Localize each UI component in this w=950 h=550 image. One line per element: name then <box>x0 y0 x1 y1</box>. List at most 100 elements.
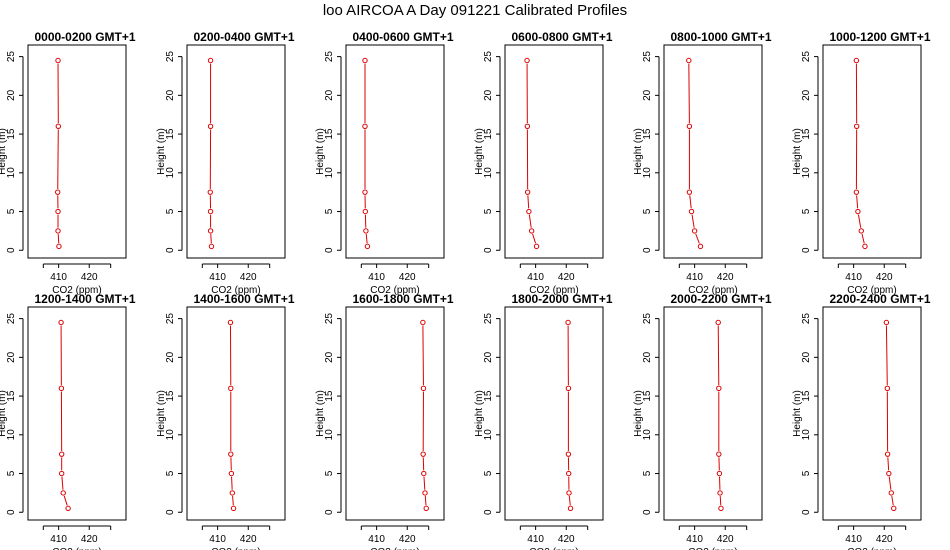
x-tick-label: 410 <box>527 534 544 545</box>
y-tick-label: 20 <box>165 351 176 363</box>
profile-point <box>362 57 368 64</box>
y-tick-label: 20 <box>642 89 653 101</box>
x-axis-label: CO2 (ppm) <box>211 285 260 296</box>
x-tick-label: 410 <box>209 272 226 283</box>
profile-point <box>422 490 428 496</box>
y-tick-label: 0 <box>642 509 653 515</box>
profile-point <box>364 243 371 250</box>
y-tick-label: 5 <box>483 208 494 214</box>
y-tick-label: 5 <box>324 470 335 476</box>
x-axis-label: CO2 (ppm) <box>688 285 737 296</box>
chart-panel-3: 0400-0600 GMT+1 0 5 10 15 20 25 Height (m) 410 42… <box>315 30 454 296</box>
profile-point <box>55 228 61 234</box>
profile-point <box>565 451 572 457</box>
profile-point <box>853 57 860 64</box>
x-axis-label: CO2 (ppm) <box>370 547 419 550</box>
x-tick-label: 420 <box>558 534 575 545</box>
y-tick-label: 10 <box>483 429 494 441</box>
y-axis-label: Height (m) <box>156 390 167 437</box>
profile-point <box>686 57 692 64</box>
profile-point <box>688 208 695 215</box>
profile-point <box>207 57 214 64</box>
panel-title: 1000-1200 GMT+1 <box>829 30 930 44</box>
y-tick-label: 5 <box>165 470 176 476</box>
x-axis-label: CO2 (ppm) <box>211 547 260 550</box>
chart-panel-1: 0000-0200 GMT+1 0 5 10 15 20 25 Height (m) 410 42… <box>0 30 136 296</box>
panel-title: 1200-1400 GMT+1 <box>34 292 135 306</box>
y-tick-label: 25 <box>483 313 494 325</box>
profile-segment <box>232 496 234 506</box>
profile-segment <box>861 233 865 244</box>
profile-point <box>207 123 214 130</box>
y-tick-label: 20 <box>801 351 812 363</box>
profile-point <box>524 57 530 64</box>
x-tick-label: 410 <box>845 534 862 545</box>
profile-point <box>717 490 723 496</box>
panel-title: 0400-0600 GMT+1 <box>352 30 453 44</box>
profile-point <box>228 385 234 392</box>
plot-frame <box>504 44 604 259</box>
profile-point <box>884 385 891 392</box>
profile-point <box>533 243 540 250</box>
profile-point <box>526 208 532 215</box>
x-axis-label: CO2 (ppm) <box>688 547 737 550</box>
profile-point <box>858 228 864 234</box>
y-tick-label: 10 <box>801 429 812 441</box>
x-tick-label: 420 <box>399 272 416 283</box>
profile-point <box>228 451 234 457</box>
y-tick-label: 5 <box>642 208 653 214</box>
profile-segment <box>885 325 888 386</box>
y-tick-label: 5 <box>801 470 812 476</box>
y-tick-label: 5 <box>642 470 653 476</box>
profile-segment <box>423 476 426 490</box>
y-tick-label: 0 <box>801 509 812 515</box>
y-tick-label: 20 <box>642 351 653 363</box>
y-tick-label: 0 <box>483 247 494 253</box>
profile-segment <box>719 496 722 506</box>
y-tick-label: 20 <box>6 351 17 363</box>
y-tick-label: 15 <box>324 390 335 402</box>
profile-point <box>884 451 891 457</box>
x-tick-label: 410 <box>50 272 67 283</box>
y-tick-label: 25 <box>483 51 494 63</box>
y-axis-label: Height (m) <box>792 128 803 175</box>
y-tick-label: 10 <box>6 429 17 441</box>
x-tick-label: 410 <box>686 272 703 283</box>
profile-point <box>421 470 427 477</box>
profile-point <box>686 189 693 195</box>
x-axis-label: CO2 (ppm) <box>529 285 578 296</box>
profile-point <box>65 505 71 512</box>
x-tick-label: 410 <box>209 534 226 545</box>
y-axis-label: Height (m) <box>315 390 326 437</box>
profile-point <box>853 123 860 130</box>
y-tick-label: 0 <box>165 247 176 253</box>
y-tick-label: 10 <box>642 429 653 441</box>
profile-point <box>60 490 66 496</box>
profile-segment <box>891 495 894 506</box>
profile-point <box>362 123 368 130</box>
profile-segment <box>63 495 68 506</box>
panel-title: 0600-0800 GMT+1 <box>511 30 612 44</box>
figure-title: loo AIRCOA A Day 091221 Calibrated Profi… <box>322 2 628 19</box>
x-tick-label: 420 <box>876 272 893 283</box>
x-tick-label: 420 <box>717 272 734 283</box>
profile-point <box>524 123 531 130</box>
profile-point <box>716 385 722 392</box>
plot-frame <box>822 44 922 259</box>
y-tick-label: 25 <box>6 313 17 325</box>
y-tick-label: 10 <box>324 167 335 179</box>
chart-panel-7: 1200-1400 GMT+1 0 5 10 15 20 25 Height (m) 410 42… <box>0 292 136 550</box>
y-tick-label: 15 <box>483 390 494 402</box>
profile-point <box>58 451 65 457</box>
profile-point <box>207 208 214 215</box>
y-tick-label: 20 <box>324 89 335 101</box>
y-tick-label: 10 <box>642 167 653 179</box>
y-tick-label: 25 <box>165 51 176 63</box>
y-tick-label: 15 <box>165 128 176 140</box>
profile-point <box>56 243 62 250</box>
y-tick-label: 25 <box>801 51 812 63</box>
x-axis-label: CO2 (ppm) <box>370 285 419 296</box>
chart-panel-11: 2000-2200 GMT+1 0 5 10 15 20 25 Height (m) 410 42… <box>633 292 772 550</box>
x-tick-label: 420 <box>717 534 734 545</box>
